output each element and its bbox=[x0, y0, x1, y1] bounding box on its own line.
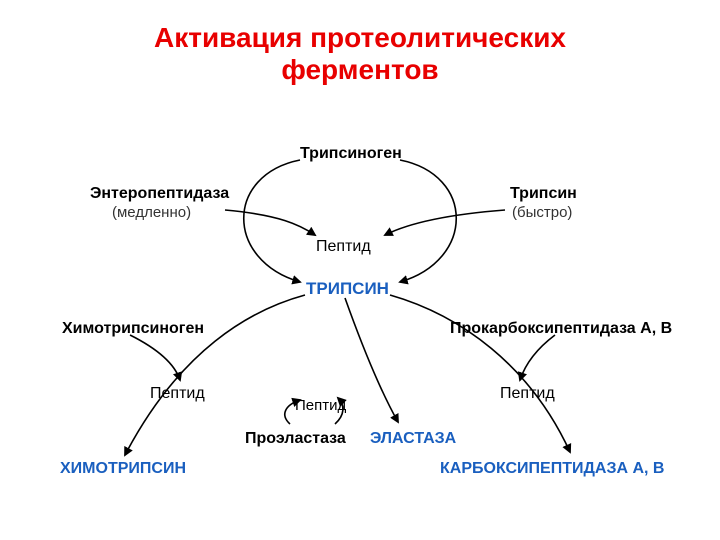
arrow-chymogen-branch bbox=[130, 335, 180, 380]
node-trypsinogen: Трипсиноген bbox=[300, 145, 402, 163]
node-procarboxy: Прокарбоксипептидаза А, В bbox=[450, 320, 672, 338]
node-peptide-left: Пептид bbox=[150, 385, 205, 403]
page-title: Активация протеолитических ферментов bbox=[0, 22, 720, 86]
node-peptide-right: Пептид bbox=[500, 385, 555, 403]
node-carboxy: КАРБОКСИПЕПТИДАЗА А, В bbox=[440, 460, 664, 478]
node-peptide-top: Пептид bbox=[316, 238, 371, 256]
arrow-fasttryp-to-peptide bbox=[385, 210, 505, 235]
arrow-entero-to-peptide bbox=[225, 210, 315, 235]
node-elastase: ЭЛАСТАЗА bbox=[370, 430, 456, 448]
arrow-trypsin-to-carboxy bbox=[390, 295, 570, 452]
node-trypsin-fast-sub: (быстро) bbox=[512, 205, 572, 222]
node-enteropeptidase-sub: (медленно) bbox=[112, 205, 191, 222]
title-line2: ферментов bbox=[0, 54, 720, 86]
node-proelastase: Проэластаза bbox=[245, 430, 346, 448]
title-line1: Активация протеолитических bbox=[0, 22, 720, 54]
node-chymotrypsinogen: Химотрипсиноген bbox=[62, 320, 204, 338]
node-trypsin-fast: Трипсин bbox=[510, 185, 577, 203]
node-enteropeptidase: Энтеропептидаза bbox=[90, 185, 229, 203]
node-peptide-mid: Пептид bbox=[295, 398, 346, 415]
arrow-trypgn-to-trypsin-left bbox=[244, 160, 300, 282]
arrow-procarb-branch bbox=[520, 335, 555, 380]
node-chymotrypsin: ХИМОТРИПСИН bbox=[60, 460, 186, 478]
arrow-trypgn-to-trypsin-right bbox=[400, 160, 456, 282]
node-trypsin-main: ТРИПСИН bbox=[306, 280, 389, 299]
diagram-stage: Активация протеолитических ферментов Три… bbox=[0, 0, 720, 540]
arrow-trypsin-to-elastase bbox=[345, 298, 398, 422]
